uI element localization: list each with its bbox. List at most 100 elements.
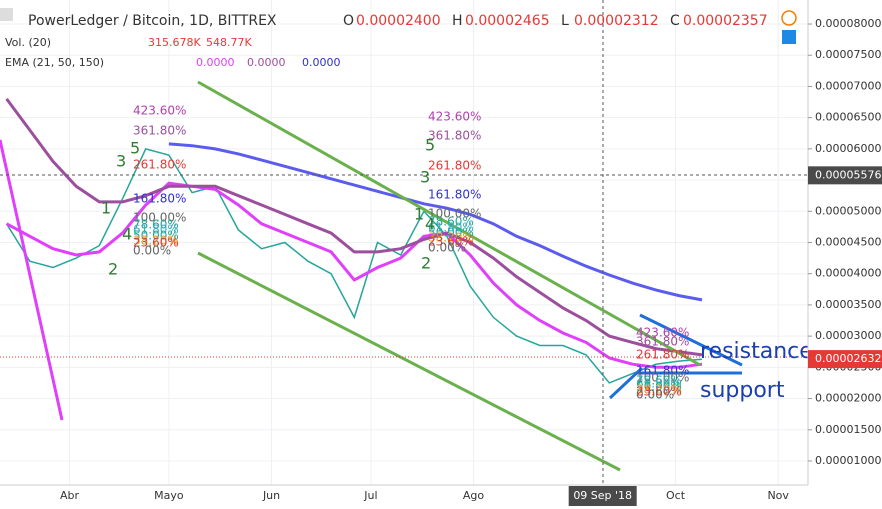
- crosshair-price-label: 0.00005576: [815, 168, 881, 181]
- fib-label: 423.60%: [636, 326, 689, 340]
- symbol-icon[interactable]: [0, 8, 13, 21]
- y-tick-label: 0.00001000: [815, 454, 881, 467]
- ohlc-key: H: [452, 13, 463, 29]
- fib-label: 261.80%: [636, 348, 689, 362]
- fib-label: 61.80%: [636, 377, 682, 391]
- wave-label: 1: [414, 205, 424, 224]
- x-tick-label: Abr: [60, 489, 80, 502]
- crosshair-date-label: 09 Sep '18: [573, 489, 632, 502]
- annotation: support: [700, 378, 785, 403]
- ema-value: 0.0000: [247, 56, 286, 69]
- series-line: [5, 98, 703, 357]
- wave-label: 5: [130, 139, 140, 158]
- fib-label: 161.80%: [636, 364, 689, 378]
- x-tick-label: Jul: [363, 489, 377, 502]
- alert-icon[interactable]: [781, 10, 797, 26]
- y-tick-label: 0.00005000: [815, 204, 881, 217]
- x-tick-label: Jun: [262, 489, 280, 502]
- last-price-box: [808, 350, 882, 369]
- fib-label: 38.20%: [636, 383, 682, 397]
- fib-label: 361.80%: [636, 335, 689, 349]
- x-tick-label: Oct: [666, 489, 686, 502]
- fib-label: 361.80%: [133, 124, 186, 138]
- x-tick-label: Mayo: [154, 489, 184, 502]
- wave-label: 3: [116, 152, 126, 171]
- fib-label: 423.60%: [428, 110, 481, 124]
- price-axis-bg: [808, 0, 882, 509]
- ohlc-value: 0.00002400: [356, 13, 441, 29]
- y-tick-label: 0.00007000: [815, 79, 881, 92]
- y-tick-label: 0.00002000: [815, 392, 881, 405]
- y-tick-label: 0.00001500: [815, 423, 881, 436]
- wave-label: 5: [425, 136, 435, 155]
- ohlc-key: L: [561, 13, 569, 29]
- fib-label: 361.80%: [428, 129, 481, 143]
- volume-legend: Vol. (20): [5, 36, 51, 49]
- fib-label: 423.60%: [133, 104, 186, 118]
- fib-label: 261.80%: [133, 158, 186, 172]
- fib-label: 78.60%: [428, 215, 474, 229]
- ohlc-value: 0.00002465: [465, 13, 550, 29]
- fib-label: 23.60%: [428, 235, 474, 249]
- y-tick-label: 0.00004000: [815, 267, 881, 280]
- fib-label: 50.00%: [133, 229, 179, 243]
- annotation: resistance: [700, 339, 813, 364]
- fib-label: 100.00%: [428, 207, 481, 221]
- crosshair-date-box: [568, 486, 637, 506]
- volume-ma-value: 548.77K: [206, 36, 252, 49]
- fib-label: 261.80%: [428, 159, 481, 173]
- wave-label: 4: [122, 225, 132, 244]
- wave-label: 2: [421, 254, 431, 273]
- fib-label: 161.80%: [133, 192, 186, 206]
- y-tick-label: 0.00007500: [815, 48, 881, 61]
- fib-label: 38.20%: [133, 234, 179, 248]
- ohlc-key: C: [670, 13, 680, 29]
- y-tick-label: 0.00004500: [815, 236, 881, 249]
- fib-label: 0.00%: [636, 388, 674, 402]
- fib-label: 50.00%: [636, 380, 682, 394]
- fib-label: 50.00%: [428, 226, 474, 240]
- fib-label: 161.80%: [428, 188, 481, 202]
- wave-label: 4: [425, 215, 435, 234]
- fib-label: 78.60%: [133, 218, 179, 232]
- chart-title: PowerLedger / Bitcoin, 1D, BITTREX: [28, 13, 277, 29]
- fib-label: 100.00%: [636, 371, 689, 385]
- ema-value: 0.0000: [302, 56, 341, 69]
- ohlc-value: 0.00002357: [683, 13, 768, 29]
- plot: [5, 98, 703, 384]
- fib-label: 61.80%: [428, 221, 474, 235]
- fib-label: 0.00%: [133, 244, 171, 258]
- fib-label: 61.80%: [133, 223, 179, 237]
- x-tick-label: Ago: [463, 489, 485, 502]
- channel-bottom: [197, 251, 621, 472]
- ema-legend: EMA (21, 50, 150): [5, 56, 104, 69]
- labels: 423.60%361.80%261.80%161.80%100.00%78.60…: [101, 104, 813, 404]
- fib-label: 38.20%: [428, 231, 474, 245]
- wave-label: 2: [108, 260, 118, 279]
- channel-top: [197, 80, 701, 367]
- resistance-line: [639, 313, 743, 367]
- grid: [0, 0, 808, 485]
- y-tick-label: 0.00008000: [815, 17, 881, 30]
- fib-label: 23.60%: [636, 385, 682, 399]
- compare-icon[interactable]: [782, 30, 796, 44]
- ema-value: 0.0000: [196, 56, 235, 69]
- y-tick-label: 0.00003500: [815, 298, 881, 311]
- fib-label: 78.60%: [636, 374, 682, 388]
- wave-label: 1: [101, 199, 111, 218]
- fib-label: 23.60%: [133, 236, 179, 250]
- axes: 0.00008000 0.00007500 0.00007000 0.00006500…: [60, 17, 882, 506]
- ohlc-key: O: [343, 13, 354, 29]
- x-tick-label: Nov: [767, 489, 789, 502]
- series-line: [5, 181, 703, 369]
- ohlc-value: 0.00002312: [574, 13, 659, 29]
- series-line: [168, 142, 703, 302]
- magenta-line: [0, 139, 64, 421]
- trend-lines: [0, 80, 743, 472]
- fib-label: 100.00%: [133, 211, 186, 225]
- y-tick-label: 0.00003000: [815, 329, 881, 342]
- last-price-label: 0.00002632: [815, 352, 881, 365]
- y-tick-label: 0.00006500: [815, 111, 881, 124]
